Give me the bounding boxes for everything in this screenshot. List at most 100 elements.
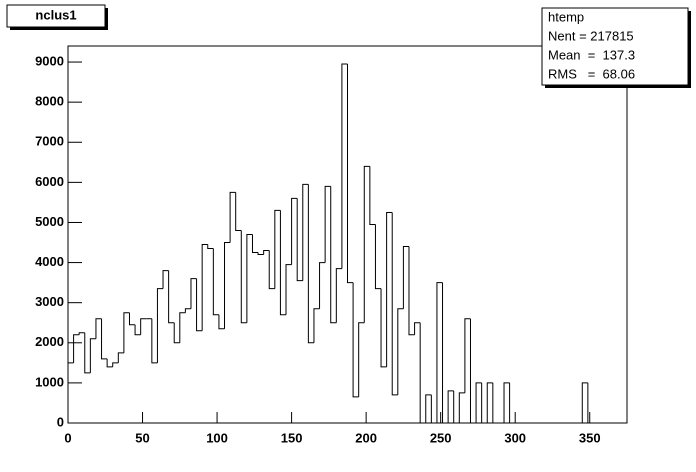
bin (140, 318, 147, 335)
bin (151, 318, 158, 364)
bin (319, 262, 326, 309)
y-tick-label: 2000 (35, 334, 64, 349)
bin (587, 382, 594, 424)
y-tick-label: 1000 (35, 374, 64, 389)
stats-line: Nent = 217815 (548, 28, 634, 43)
bin (581, 382, 588, 423)
title-box (6, 4, 106, 28)
bin (402, 246, 409, 309)
y-tick-label: 9000 (35, 53, 64, 68)
bin (246, 234, 253, 323)
bin (347, 64, 354, 284)
x-tick-label: 250 (430, 430, 452, 445)
bin (296, 198, 303, 282)
stats-box (541, 7, 689, 86)
bin (341, 63, 348, 269)
bin (218, 314, 225, 330)
bin (324, 185, 331, 263)
bin (291, 197, 298, 265)
bin (509, 382, 516, 424)
bin (313, 308, 320, 343)
bin (486, 382, 493, 423)
bin (101, 318, 108, 360)
bin (235, 192, 242, 231)
bin (397, 308, 404, 395)
bin (414, 322, 421, 335)
y-tick-label: 8000 (35, 94, 64, 109)
bin (134, 324, 141, 336)
bin (307, 184, 314, 344)
bin (229, 191, 236, 243)
y-tick-label: 5000 (35, 214, 64, 229)
bin (285, 264, 292, 315)
bin (128, 312, 136, 326)
bin (464, 318, 471, 393)
bin (173, 322, 180, 344)
bin (374, 224, 382, 290)
bin (274, 209, 281, 289)
bin (369, 166, 376, 225)
bin (352, 282, 359, 398)
bin (212, 248, 219, 316)
stats-line: Mean = 137.3 (548, 47, 635, 62)
bin (503, 382, 510, 423)
bin (469, 318, 477, 424)
bin (453, 390, 460, 424)
bin (156, 288, 164, 363)
chart-title: nclus1 (35, 7, 76, 22)
y-tick-label: 3000 (35, 294, 64, 309)
bin (84, 332, 91, 374)
stats-name: htemp (548, 9, 584, 24)
y-tick-label: 4000 (35, 254, 64, 269)
bin (224, 242, 231, 329)
bin (279, 210, 287, 316)
bin (268, 250, 275, 290)
bin (240, 230, 247, 324)
bin (196, 278, 203, 332)
bin (302, 183, 309, 281)
bin (475, 382, 482, 423)
plot-frame (67, 45, 628, 424)
bin (162, 270, 169, 289)
bin (117, 352, 124, 363)
x-tick-label: 300 (504, 430, 526, 445)
x-tick-label: 100 (206, 430, 228, 445)
x-tick-label: 350 (579, 430, 601, 445)
bin (78, 332, 85, 335)
bin (436, 282, 443, 423)
bin (481, 382, 488, 424)
bin (112, 362, 119, 367)
bin (123, 312, 130, 353)
bin (458, 392, 465, 423)
bin (408, 246, 415, 336)
bin (257, 252, 264, 256)
bin (358, 322, 365, 397)
bin (335, 268, 342, 323)
y-tick-label: 0 (57, 414, 64, 429)
bin (67, 362, 74, 423)
bin (168, 270, 175, 324)
bin (380, 288, 387, 368)
bin (184, 308, 191, 313)
y-tick-label: 7000 (35, 134, 64, 149)
bin (391, 212, 398, 396)
x-tick-label: 150 (281, 430, 303, 445)
x-tick-label: 200 (355, 430, 377, 445)
bin (201, 244, 208, 331)
bin (363, 165, 370, 323)
bin (95, 318, 102, 339)
bin (190, 278, 197, 309)
bin (179, 312, 186, 343)
bin (430, 394, 437, 424)
y-tick-label: 6000 (35, 174, 64, 189)
bin (106, 358, 113, 368)
bin (89, 338, 96, 373)
bin (492, 382, 499, 424)
bin (263, 250, 270, 255)
bin (73, 334, 80, 363)
bin (251, 234, 259, 254)
bin (419, 322, 426, 424)
x-tick-label: 50 (135, 430, 149, 445)
